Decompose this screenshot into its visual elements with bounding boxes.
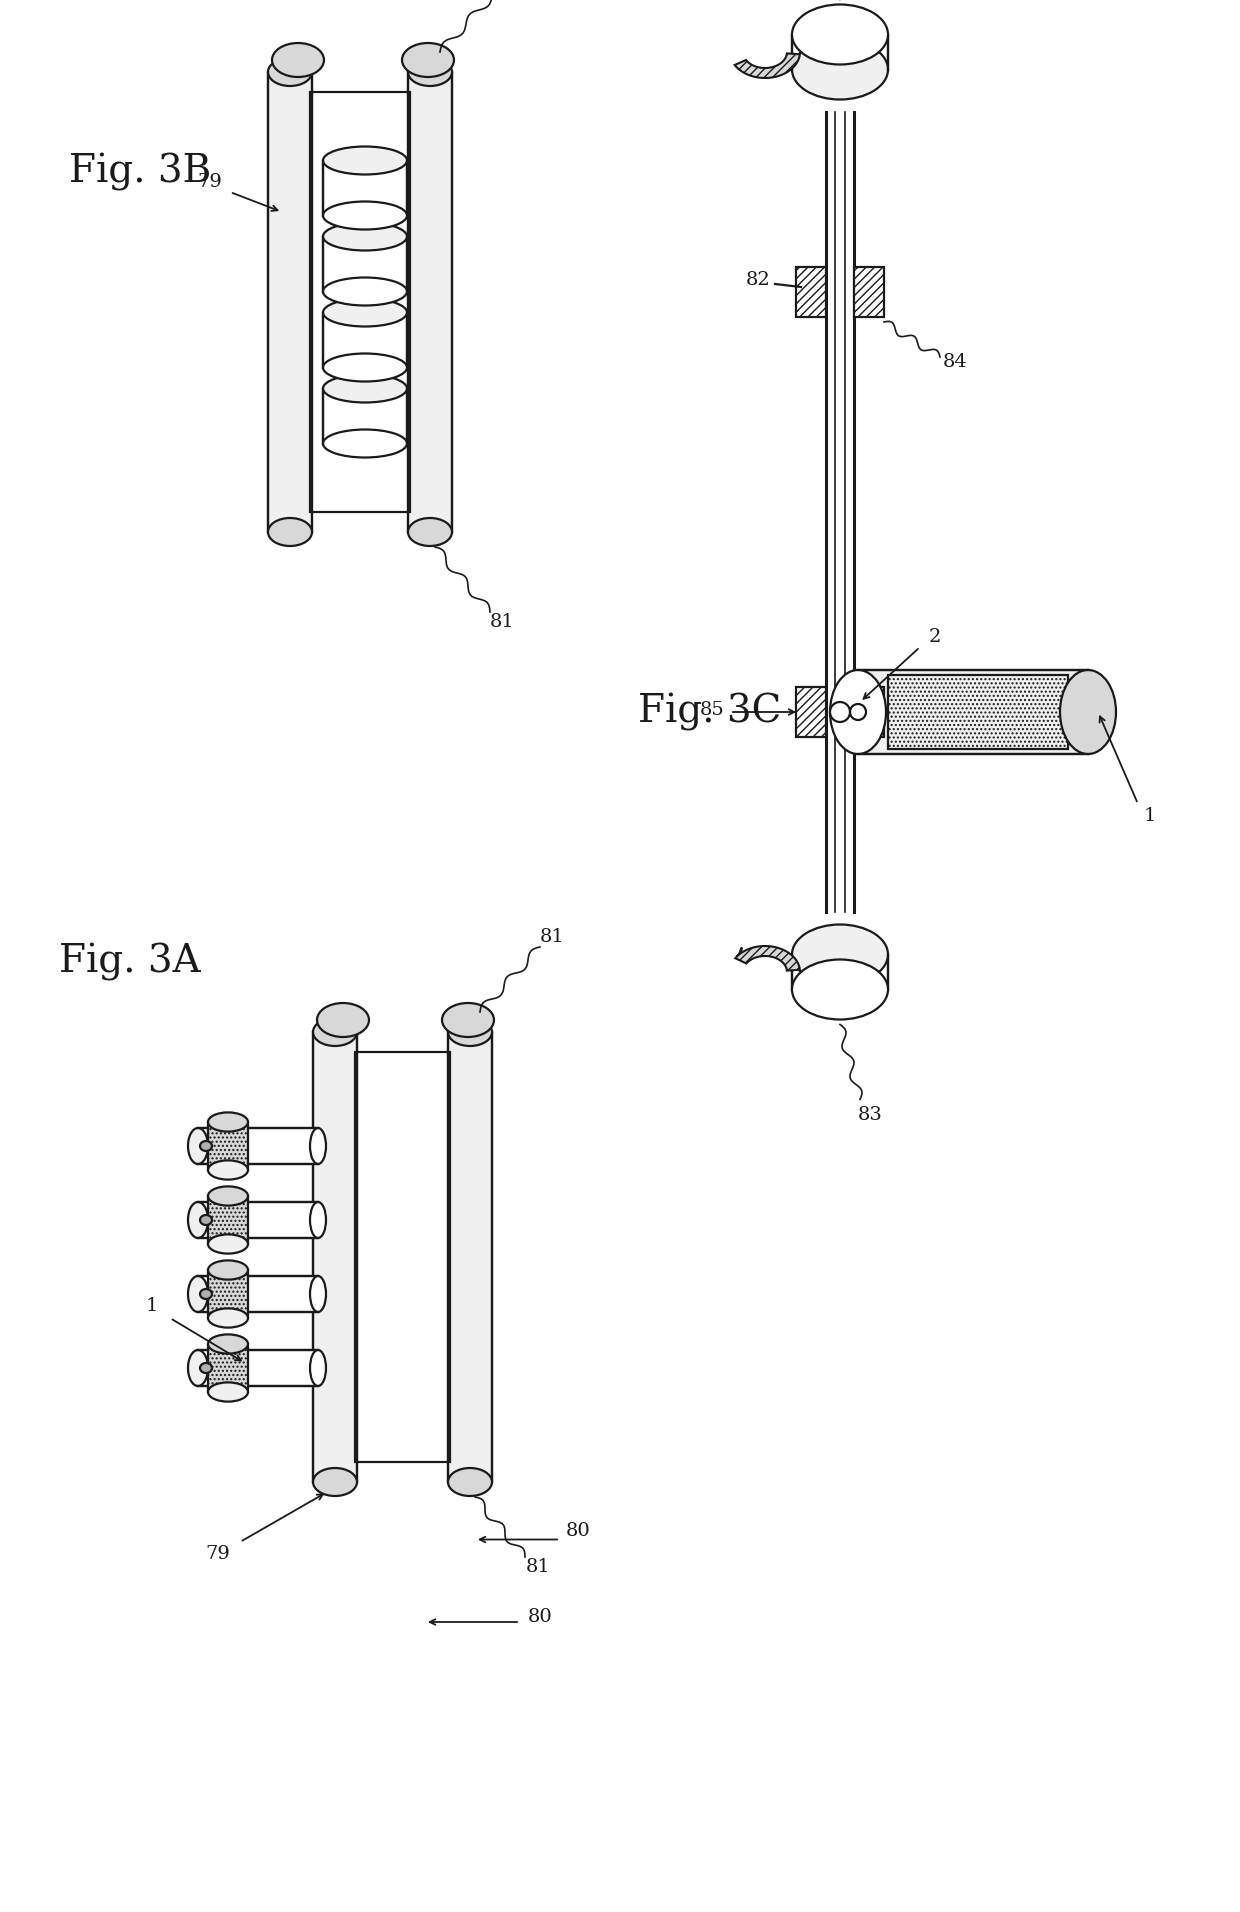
Text: 1: 1 — [1143, 807, 1156, 824]
Text: 83: 83 — [858, 1105, 883, 1124]
Ellipse shape — [310, 1128, 326, 1164]
Ellipse shape — [310, 1350, 326, 1386]
Bar — [208, 1344, 248, 1392]
Text: 81: 81 — [539, 927, 564, 946]
Ellipse shape — [322, 298, 407, 327]
Text: 2: 2 — [929, 627, 941, 646]
Text: 80: 80 — [565, 1522, 590, 1541]
Text: Fig. 3C: Fig. 3C — [639, 692, 781, 730]
Ellipse shape — [208, 1382, 248, 1401]
Bar — [355, 1052, 450, 1463]
Ellipse shape — [408, 57, 453, 86]
Ellipse shape — [312, 1468, 357, 1495]
Ellipse shape — [792, 4, 888, 65]
Text: Fig. 3B: Fig. 3B — [69, 153, 211, 191]
Ellipse shape — [448, 1017, 492, 1046]
Text: Fig. 3A: Fig. 3A — [60, 943, 201, 981]
Polygon shape — [735, 946, 800, 971]
Bar — [854, 686, 884, 736]
Bar — [854, 268, 884, 317]
Text: 80: 80 — [528, 1608, 552, 1625]
Text: 81: 81 — [490, 614, 515, 631]
Ellipse shape — [208, 1187, 248, 1206]
Ellipse shape — [792, 40, 888, 99]
Ellipse shape — [322, 201, 407, 229]
Text: 1: 1 — [146, 1296, 159, 1315]
Ellipse shape — [402, 42, 454, 76]
Ellipse shape — [322, 375, 407, 403]
Ellipse shape — [208, 1335, 248, 1354]
Ellipse shape — [268, 518, 312, 547]
Bar — [322, 312, 407, 367]
Ellipse shape — [208, 1113, 248, 1132]
Text: 82: 82 — [745, 272, 770, 289]
Bar — [888, 675, 1068, 750]
Ellipse shape — [268, 57, 312, 86]
Ellipse shape — [200, 1141, 212, 1151]
Polygon shape — [198, 1203, 317, 1237]
Ellipse shape — [830, 702, 849, 723]
Ellipse shape — [188, 1350, 208, 1386]
Polygon shape — [312, 1032, 357, 1482]
Ellipse shape — [208, 1308, 248, 1327]
Text: 79: 79 — [197, 172, 222, 191]
Ellipse shape — [322, 277, 407, 306]
Polygon shape — [734, 54, 800, 78]
Ellipse shape — [188, 1128, 208, 1164]
Bar — [310, 92, 410, 512]
Bar — [322, 237, 407, 291]
Ellipse shape — [200, 1363, 212, 1373]
Ellipse shape — [208, 1235, 248, 1254]
Ellipse shape — [792, 960, 888, 1019]
Ellipse shape — [310, 1275, 326, 1312]
Ellipse shape — [322, 354, 407, 382]
Text: 81: 81 — [526, 1558, 551, 1575]
Polygon shape — [198, 1128, 317, 1164]
Bar — [322, 388, 407, 444]
Polygon shape — [408, 73, 453, 532]
Ellipse shape — [1060, 669, 1116, 753]
Polygon shape — [198, 1350, 317, 1386]
Text: 79: 79 — [206, 1545, 231, 1562]
Ellipse shape — [208, 1260, 248, 1279]
Ellipse shape — [322, 430, 407, 457]
Ellipse shape — [208, 1161, 248, 1180]
Ellipse shape — [408, 518, 453, 547]
Ellipse shape — [200, 1289, 212, 1298]
Ellipse shape — [792, 925, 888, 985]
Ellipse shape — [317, 1004, 370, 1036]
Text: 85: 85 — [699, 702, 724, 719]
Polygon shape — [448, 1032, 492, 1482]
Polygon shape — [792, 34, 888, 69]
Bar — [796, 268, 826, 317]
Ellipse shape — [272, 42, 324, 76]
Polygon shape — [858, 669, 1087, 753]
Bar — [208, 1197, 248, 1245]
Text: 84: 84 — [942, 354, 967, 371]
Ellipse shape — [441, 1004, 494, 1036]
Ellipse shape — [310, 1203, 326, 1237]
Ellipse shape — [849, 704, 866, 721]
Ellipse shape — [312, 1017, 357, 1046]
Bar — [208, 1270, 248, 1317]
Bar — [208, 1122, 248, 1170]
Ellipse shape — [448, 1468, 492, 1495]
Ellipse shape — [322, 147, 407, 174]
Ellipse shape — [200, 1214, 212, 1226]
Bar — [322, 161, 407, 216]
Polygon shape — [198, 1275, 317, 1312]
Ellipse shape — [830, 669, 887, 753]
Ellipse shape — [322, 222, 407, 250]
Bar — [796, 686, 826, 736]
Ellipse shape — [188, 1203, 208, 1237]
Ellipse shape — [188, 1275, 208, 1312]
Polygon shape — [792, 954, 888, 990]
Polygon shape — [268, 73, 312, 532]
